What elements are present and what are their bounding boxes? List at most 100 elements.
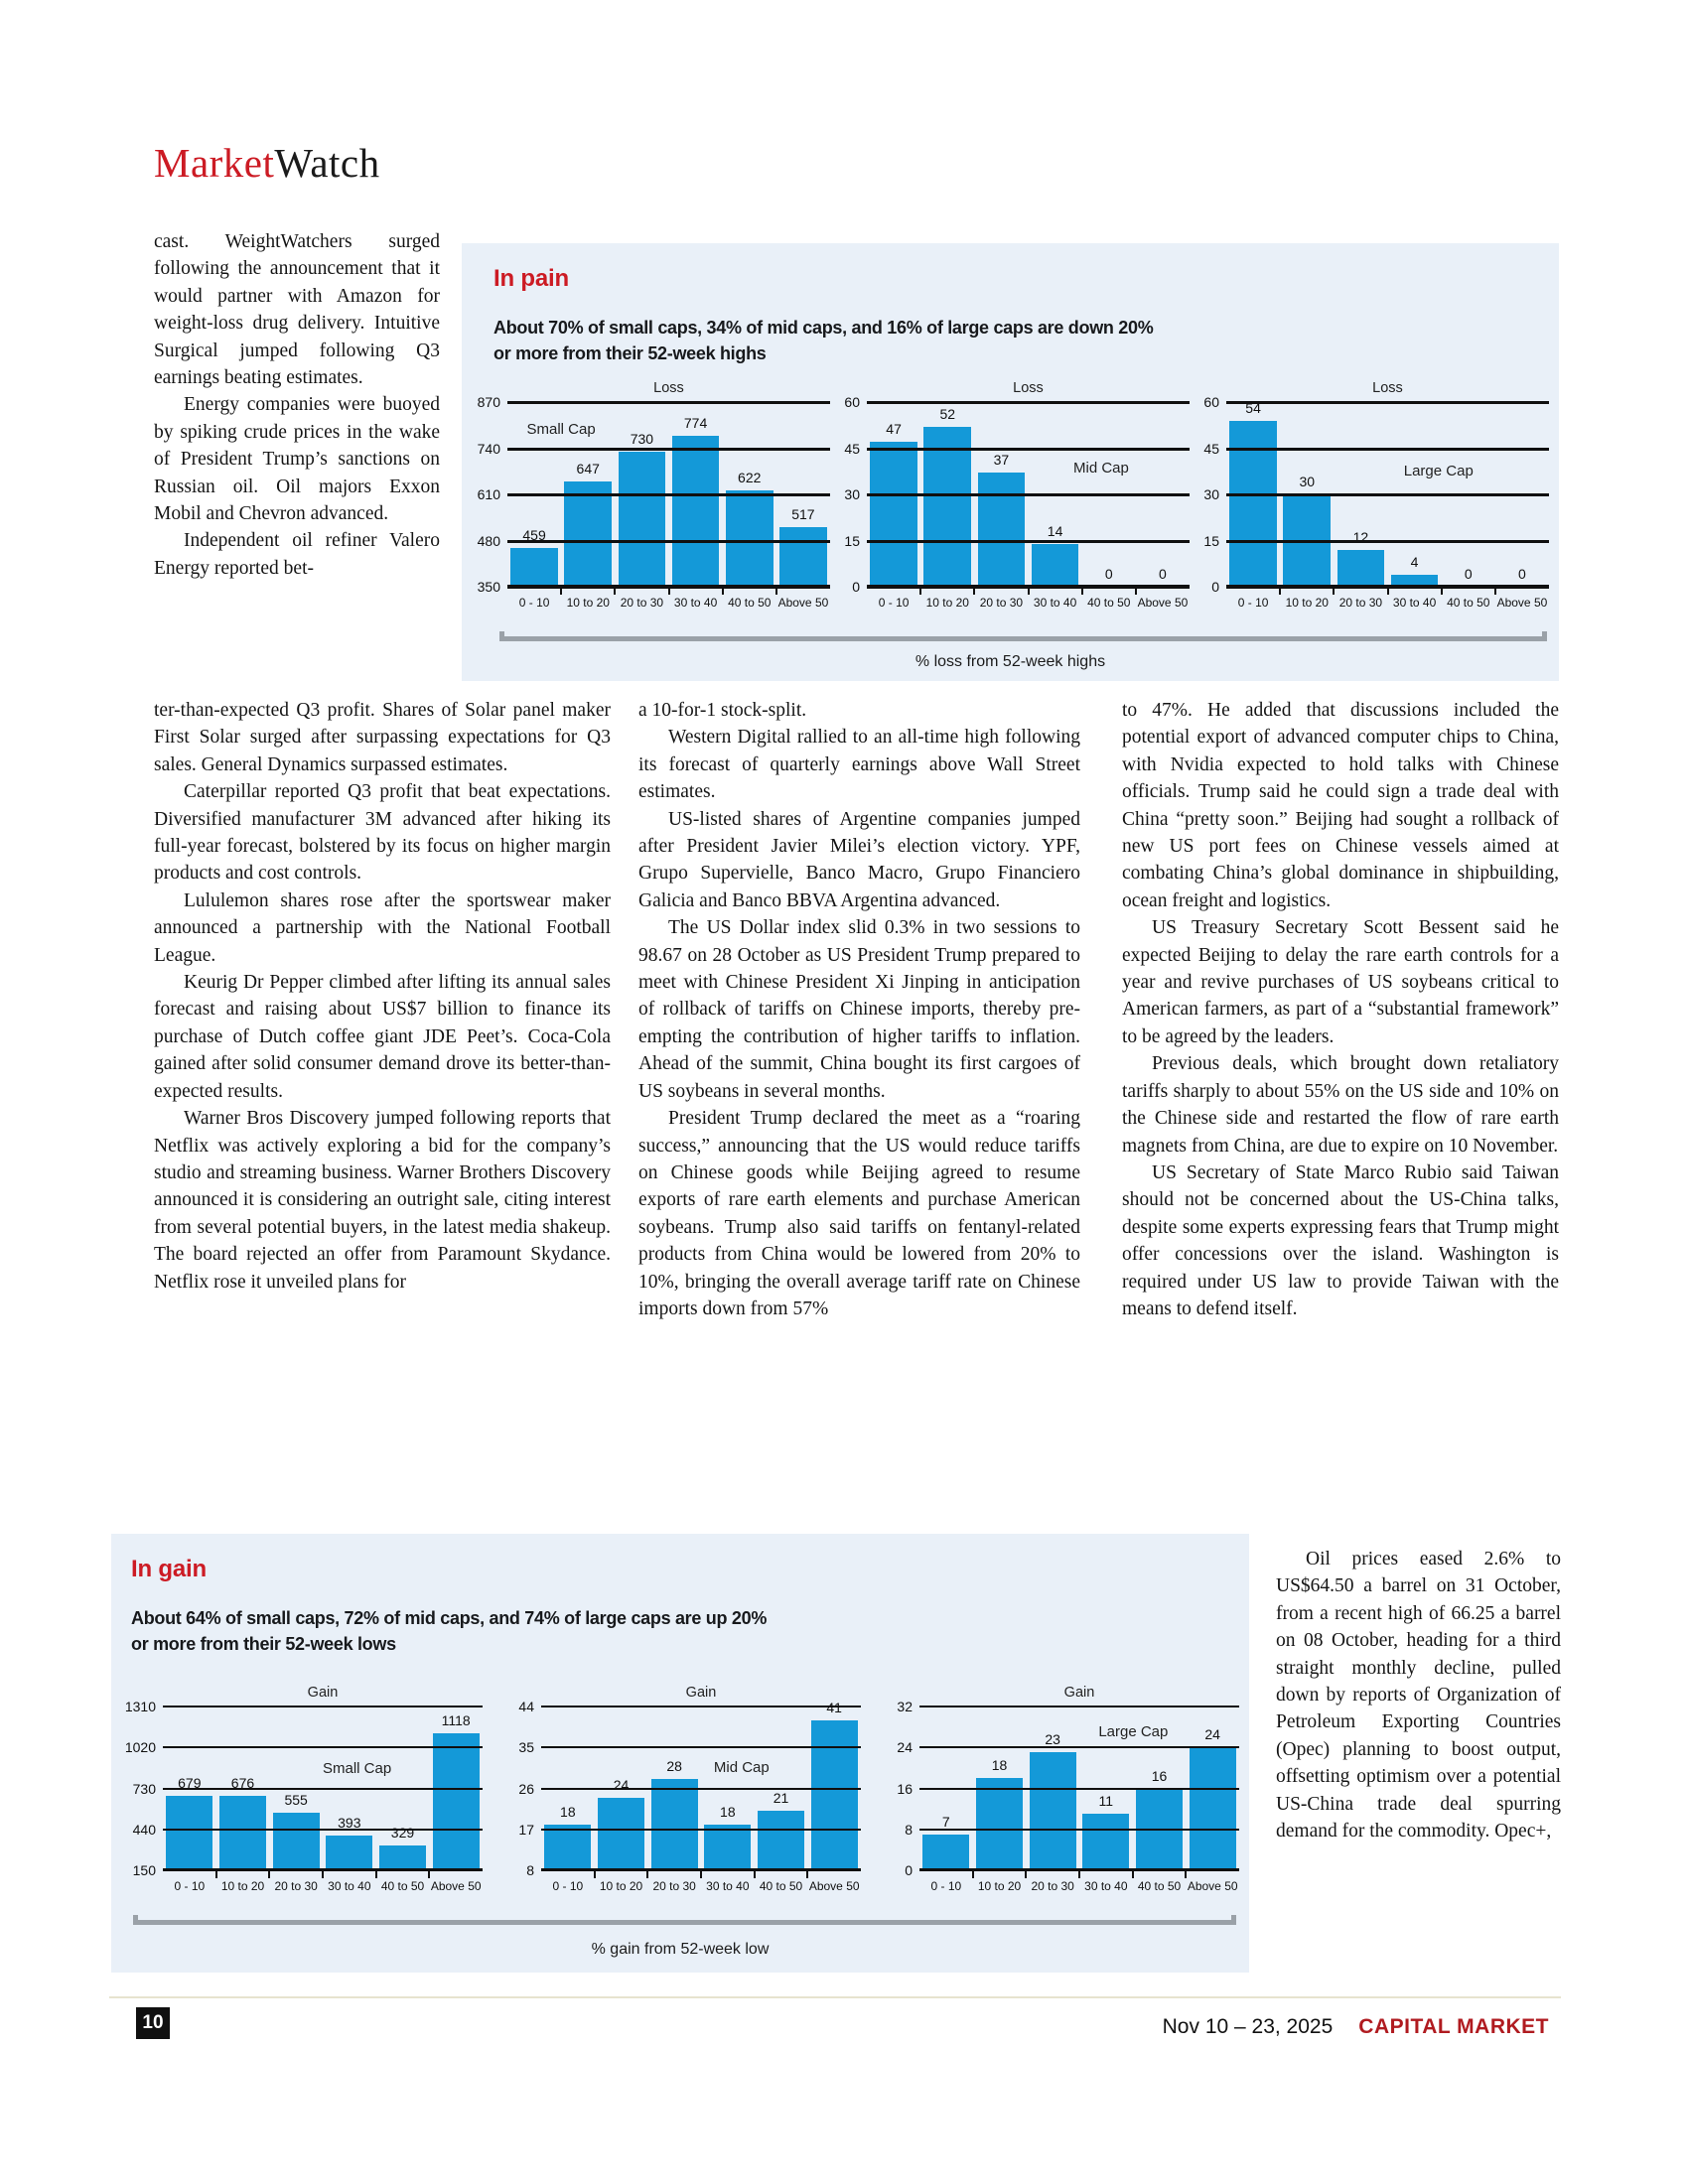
x-tick-mark: [806, 1870, 809, 1878]
y-tick-label: 0: [852, 579, 860, 595]
x-tick-label: Above 50: [430, 1879, 482, 1893]
gridline: [919, 1828, 1239, 1831]
bar: [923, 426, 972, 587]
x-tick-label: 0 - 10: [1237, 596, 1269, 610]
y-tick-label: 740: [477, 440, 500, 457]
bar: [650, 1779, 698, 1870]
x-tick-mark: [973, 587, 976, 595]
y-tick-label: 15: [844, 532, 860, 549]
bar: [1336, 549, 1385, 587]
x-tick-label: 10 to 20: [977, 1879, 1022, 1893]
bar: [922, 1834, 970, 1870]
bar-value-label: 730: [630, 431, 654, 448]
x-tick-label: 10 to 20: [220, 1879, 265, 1893]
y-tick-label: 35: [518, 1739, 534, 1756]
y-tick-label: 17: [518, 1821, 534, 1838]
gridline: [919, 1746, 1239, 1749]
plot-area: 679 676 555 393 329 1118 Small Cap: [163, 1706, 483, 1878]
x-tick-mark: [774, 587, 777, 595]
x-tick-mark: [1185, 1870, 1188, 1878]
bar: [432, 1733, 480, 1870]
y-tick-label: 16: [897, 1780, 913, 1797]
y-tick-label: 1310: [124, 1699, 156, 1714]
x-tick-label: 40 to 50: [1447, 596, 1490, 610]
chart-body: 44 35 26 17 8 18 24 28 18 21 41 Mid Cap: [499, 1699, 861, 1878]
y-axis: 1310 1020 730 440 150: [121, 1699, 163, 1878]
y-tick-label: 440: [132, 1821, 156, 1838]
bar-value-label: 54: [1245, 399, 1261, 416]
bar: [1229, 420, 1277, 587]
x-tick-mark: [700, 1870, 702, 1878]
bar-value-label: 647: [576, 460, 600, 477]
bar: [272, 1813, 320, 1870]
gridline: [541, 1787, 861, 1790]
paragraph: Caterpillar reported Q3 profit that beat…: [154, 781, 611, 885]
gridline: [1226, 401, 1549, 404]
x-tick-mark: [374, 1870, 377, 1878]
y-tick-label: 15: [1203, 532, 1219, 549]
y-tick-label: 150: [132, 1862, 156, 1878]
bar: [671, 436, 720, 587]
bar-value-label: 774: [683, 415, 708, 432]
x-tick-label: 20 to 30: [1031, 1879, 1074, 1893]
y-tick-label: 60: [844, 394, 860, 410]
x-tick-label: 30 to 40: [1392, 596, 1437, 610]
gridline: [1226, 539, 1549, 543]
gridline: [867, 447, 1190, 451]
x-tick-mark: [1386, 587, 1389, 595]
group-label: Large Cap: [1098, 1722, 1169, 1740]
x-tick-mark: [1078, 1870, 1080, 1878]
bar-value-label: 517: [791, 506, 815, 523]
x-tick-mark: [646, 1870, 649, 1878]
paragraph: Keurig Dr Pepper climbed after lifting i…: [154, 972, 611, 1102]
y-axis: 32 24 16 8 0: [878, 1699, 919, 1878]
bar-value-label: 12: [1352, 528, 1369, 545]
y-tick-label: 0: [905, 1862, 913, 1878]
y-tick-label: 45: [844, 440, 860, 457]
x-tick-label: Above 50: [1187, 1879, 1238, 1893]
masthead-watch: Watch: [274, 140, 380, 186]
gridline: [541, 1828, 861, 1831]
article-column-2: a 10-for-1 stock-split. Western Digital r…: [638, 697, 1080, 1529]
bar: [870, 442, 917, 587]
paragraph: US Secretary of State Marco Rubio said T…: [1122, 1161, 1559, 1319]
x-axis-line: [163, 1868, 483, 1871]
y-tick-label: 30: [1203, 486, 1219, 502]
bar: [810, 1719, 858, 1870]
bar-value-label: 41: [826, 1699, 842, 1715]
bar-value-label: 28: [666, 1758, 682, 1775]
bar: [1390, 574, 1439, 587]
bar-value-label: 4: [1410, 553, 1419, 570]
y-axis: 44 35 26 17 8: [499, 1699, 541, 1878]
gridline: [507, 493, 830, 496]
bar-value-label: 37: [993, 452, 1010, 469]
x-tick-label: 30 to 40: [1033, 596, 1077, 610]
x-tick-label: 20 to 30: [274, 1879, 318, 1893]
group-label: Small Cap: [323, 1760, 392, 1778]
publication-masthead: MarketWatch: [154, 139, 380, 187]
plot-area: 54 30 12 4 0 0 Large Cap: [1226, 399, 1549, 595]
panel-subtitle: About 70% of small caps, 34% of mid caps…: [493, 315, 1154, 366]
chart-body: 60 45 30 15 0 54 30 12 4 0 0 Large Cap: [1191, 394, 1549, 595]
group-label: Large Cap: [1403, 463, 1474, 480]
plot-area: 459 647 730 774 622 517 Small Cap: [507, 401, 830, 595]
bar-value-label: 679: [178, 1774, 202, 1791]
gridline: [507, 401, 830, 404]
paragraph: a 10-for-1 stock-split.: [638, 700, 807, 721]
x-tick-label: 0 - 10: [174, 1879, 206, 1893]
x-tick-mark: [322, 1870, 324, 1878]
bar-chart-mid-cap-loss: Loss 60 45 30 15 0 47 52 37 14 0 0 Mid Cap 0 - 10 10 t…: [831, 380, 1190, 610]
panel-subtitle-line1: About 64% of small caps, 72% of mid caps…: [131, 1608, 768, 1628]
bar: [977, 473, 1026, 587]
bar: [166, 1795, 213, 1870]
axis-bracket: [499, 631, 1547, 641]
x-tick-label: Above 50: [808, 1879, 860, 1893]
x-tick-label: 40 to 50: [759, 1879, 803, 1893]
x-tick-label: 20 to 30: [652, 1879, 696, 1893]
bar-value-label: 52: [939, 405, 956, 422]
x-tick-label: 0 - 10: [552, 1879, 584, 1893]
paragraph: President Trump declared the meet as a “…: [638, 1108, 1080, 1319]
bar-value-label: 0: [1518, 566, 1526, 582]
panel-subtitle: About 64% of small caps, 72% of mid caps…: [131, 1605, 767, 1657]
x-tick-mark: [667, 587, 670, 595]
